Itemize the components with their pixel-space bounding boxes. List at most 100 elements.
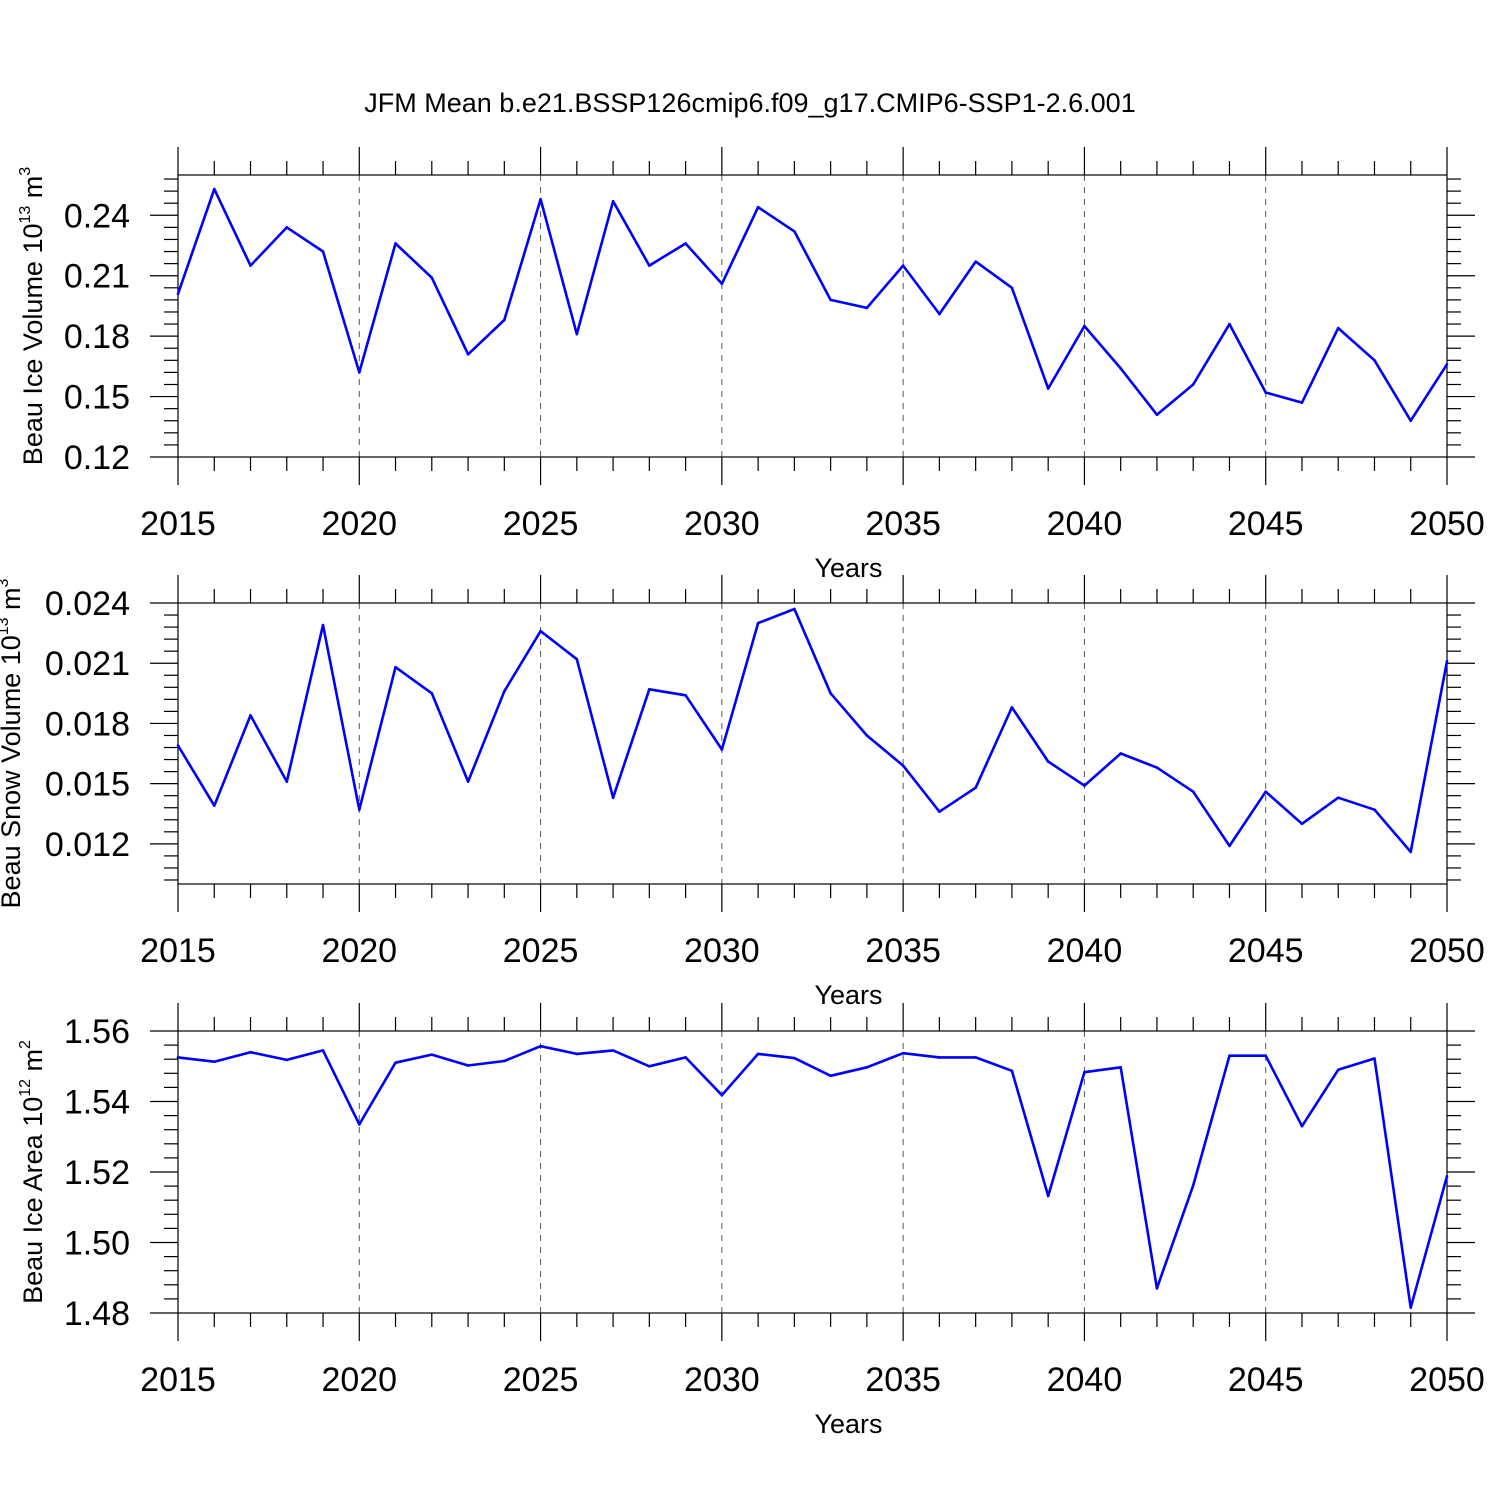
data-point (357, 371, 361, 374)
x-axis-label: Years (814, 553, 882, 583)
data-point (974, 260, 977, 263)
series-line (176, 607, 1449, 854)
x-tick-label: 2030 (684, 1361, 760, 1399)
data-point (1445, 363, 1449, 366)
panel-ice-area: 2015 2020 2025 2030 2035 2040 2045 2050 1.48 1.50… (17, 1003, 1485, 1439)
data-point (1300, 1124, 1304, 1128)
data-point (1155, 413, 1159, 417)
data-point (974, 786, 977, 789)
data-point (285, 1058, 289, 1062)
data-point (648, 688, 651, 691)
plot-frame (177, 1030, 1448, 1314)
data-point (720, 1093, 724, 1097)
y-tick-label: 0.24 (64, 197, 130, 235)
data-point (1228, 1054, 1231, 1057)
data-point (1119, 367, 1122, 370)
data-point (611, 796, 615, 799)
data-point (829, 298, 832, 302)
x-tick-label: 2020 (321, 1361, 397, 1399)
y-tick-label: 0.012 (45, 826, 130, 864)
x-tick-label: 2035 (865, 505, 941, 543)
data-point (1373, 1057, 1376, 1060)
data-point (249, 1050, 252, 1054)
data-point (212, 804, 216, 808)
data-point (394, 242, 397, 245)
x-tick-label: 2050 (1409, 1361, 1485, 1399)
x-tick-label: 2040 (1047, 932, 1123, 970)
x-tick-label: 2030 (684, 505, 760, 543)
data-point (648, 1064, 651, 1068)
y-tick-label: 1.54 (64, 1084, 130, 1122)
data-point (793, 1056, 796, 1060)
x-tick-label: 2045 (1228, 932, 1304, 970)
data-point (1409, 850, 1413, 854)
data-point (539, 197, 542, 201)
x-tick-label: 2015 (140, 1361, 216, 1399)
data-point (611, 199, 615, 203)
data-point (1083, 1070, 1086, 1074)
data-point (1264, 790, 1268, 793)
data-point (1046, 760, 1050, 763)
data-point (575, 332, 579, 336)
series-line (177, 1044, 1449, 1309)
data-point (829, 692, 832, 695)
data-point (1191, 383, 1195, 386)
y-tick-label: 1.52 (64, 1154, 130, 1192)
data-point (1046, 387, 1050, 390)
panel-ice-volume: 2015 2020 2025 2030 2035 2040 2045 2050 0.12 0.15… (17, 147, 1485, 583)
data-point (1300, 822, 1304, 826)
data-point (503, 1059, 506, 1063)
x-tick-label: 2035 (865, 932, 941, 970)
y-tick-label: 1.50 (64, 1225, 130, 1263)
data-point (1228, 322, 1231, 326)
data-point (865, 1066, 869, 1069)
y-tick-label: 0.12 (64, 439, 130, 477)
data-point (829, 1074, 832, 1078)
data-point (394, 1061, 397, 1065)
x-tick-label: 2020 (321, 505, 397, 543)
data-point (1336, 1068, 1340, 1072)
data-point (1010, 286, 1014, 290)
data-point (1336, 326, 1340, 330)
y-tick-label: 0.021 (45, 645, 130, 683)
data-point (1445, 659, 1449, 663)
data-point (212, 187, 216, 191)
data-point (249, 714, 252, 717)
x-tick-label: 2030 (684, 932, 760, 970)
data-point (212, 1060, 216, 1063)
data-point (539, 629, 542, 633)
data-point (285, 780, 289, 783)
data-point (575, 657, 579, 661)
plot-frame (177, 602, 1448, 885)
data-point (1373, 359, 1376, 362)
data-point (756, 205, 760, 209)
data-point (321, 250, 325, 253)
data-point (756, 1052, 760, 1056)
x-axis-label: Years (814, 1409, 882, 1439)
data-point (1300, 401, 1304, 404)
data-point (611, 1049, 615, 1052)
data-point (720, 282, 724, 286)
data-point (684, 694, 687, 697)
data-point (1083, 784, 1086, 787)
x-tick-label: 2040 (1047, 505, 1123, 543)
x-tick-label: 2045 (1228, 1361, 1304, 1399)
data-point (466, 352, 470, 356)
data-point (865, 306, 869, 310)
data-point (901, 764, 905, 767)
data-point (176, 1056, 180, 1059)
y-axis-label: Beau Ice Area 1012 m2 (17, 1040, 48, 1304)
data-point (1046, 1194, 1050, 1198)
data-point (938, 1056, 941, 1059)
data-point (901, 264, 905, 267)
data-point (974, 1056, 977, 1059)
data-point (176, 744, 180, 747)
y-tick-label: 0.21 (64, 258, 130, 296)
data-point (756, 621, 760, 625)
x-tick-label: 2025 (503, 505, 579, 543)
data-point (1155, 766, 1159, 769)
y-tick-label: 1.48 (64, 1295, 130, 1333)
y-tick-label: 0.18 (64, 318, 130, 356)
data-point (466, 780, 470, 783)
